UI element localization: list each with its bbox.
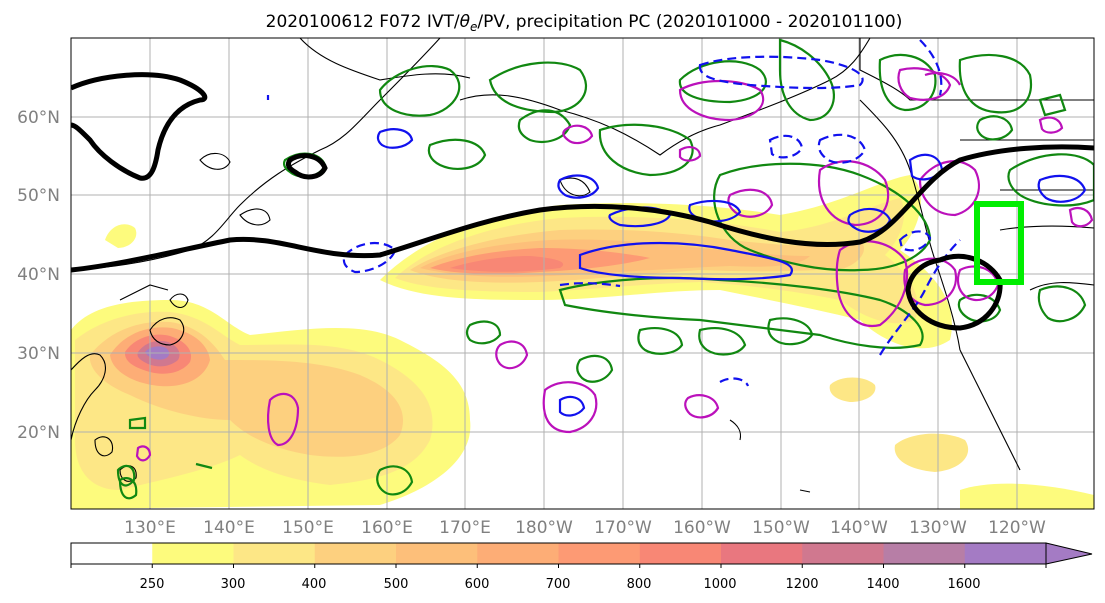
lon-label: 180°W [515,518,573,538]
pv-contours [71,72,1094,331]
ivt-filled-contours [71,175,1094,509]
colorbar-tick-label: 700 [546,577,571,592]
map-frame [70,37,1095,510]
colorbar-segment [883,543,966,564]
colorbar-tick-label: 400 [302,577,327,592]
lon-label: 130°W [909,518,967,538]
colorbar-tick-label: 250 [140,577,165,592]
colorbar-segment [558,543,641,564]
lat-label: 30°N [17,344,60,364]
colorbar-extend-arrow [1045,542,1093,565]
colorbar: 250 300 400 500 600 700 800 1000 1200 14… [70,542,1093,592]
lat-label: 50°N [17,186,60,206]
lon-label: 160°E [361,518,413,538]
latitude-labels: 60°N 50°N 40°N 30°N 20°N [17,108,60,443]
colorbar-segment [71,543,153,564]
blue-contours [266,95,1087,417]
lon-label: 140°W [830,518,888,538]
colorbar-segment [314,543,397,564]
lon-label: 160°W [673,518,731,538]
blue-dashed-contours [342,39,961,387]
colorbar-segment [639,543,722,564]
colorbar-tick-label: 1200 [785,577,818,592]
colorbar-segment [964,543,1047,564]
colorbar-tick-label: 500 [384,577,409,592]
lon-label: 120°W [988,518,1046,538]
lat-label: 20°N [17,423,60,443]
lon-label: 170°W [594,518,652,538]
highlight-box [974,201,1024,285]
map-panel: 60°N 50°N 40°N 30°N 20°N 130°E 140°E 150… [17,37,1095,538]
lon-label: 170°E [439,518,491,538]
colorbar-tick-label: 800 [627,577,652,592]
colorbar-tick-label: 300 [221,577,246,592]
colorbar-tick-label: 1600 [947,577,980,592]
colorbar-segment [477,543,559,564]
colorbar-tick-label: 1000 [703,577,736,592]
lat-label: 60°N [17,108,60,128]
colorbar-segment [152,543,234,564]
colorbar-segment [396,543,478,564]
colorbar-segment [233,543,316,564]
colorbar-segment [721,543,803,564]
longitude-labels: 130°E 140°E 150°E 160°E 170°E 180°W 170°… [124,518,1046,538]
lat-label: 40°N [17,265,60,285]
theta-e-contours [116,38,1094,500]
lon-label: 150°E [282,518,334,538]
lon-label: 130°E [124,518,176,538]
lon-label: 140°E [203,518,255,538]
colorbar-tick-label: 600 [465,577,490,592]
lon-label: 150°W [752,518,810,538]
colorbar-tick-label: 1400 [866,577,899,592]
colorbar-segment [802,543,884,564]
figure-title: 2020100612 F072 IVT/θe/PV, precipitation… [266,12,903,34]
